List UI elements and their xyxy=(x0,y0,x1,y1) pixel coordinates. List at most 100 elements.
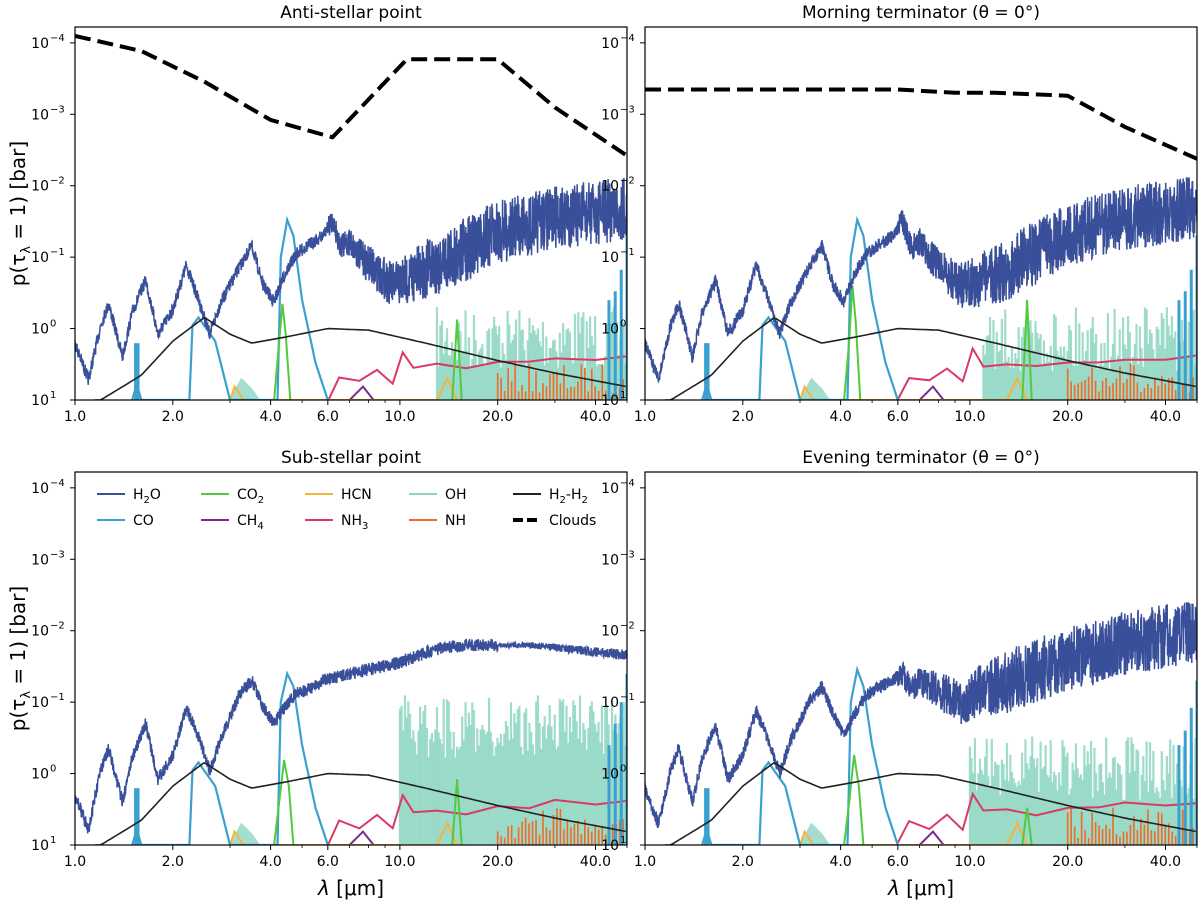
x-tick-label: 6.0 xyxy=(317,854,339,870)
ch4-line xyxy=(348,830,375,845)
legend-label-clouds: Clouds xyxy=(549,513,596,529)
legend-label-h2h2: H2-H2 xyxy=(549,487,588,506)
y-tick-exponent: 0 xyxy=(620,319,626,330)
legend-label-ch4: CH4 xyxy=(237,513,264,532)
h2-h2-line xyxy=(94,762,626,845)
h2o-line xyxy=(75,177,627,385)
legend-label-oh: OH xyxy=(445,487,467,503)
x-axis-label: λ [μm] xyxy=(317,876,384,900)
legend-label-nh3: NH3 xyxy=(341,513,368,532)
nh-spikes xyxy=(496,362,627,400)
co-band xyxy=(134,788,140,845)
x-tick-label: 40.0 xyxy=(580,409,611,425)
h2o-line xyxy=(645,602,1197,828)
legend-label-h2o: H2O xyxy=(133,487,161,506)
y-tick-exponent: 1 xyxy=(50,390,56,401)
y-tick-exponent: −2 xyxy=(620,176,635,187)
axes-frame xyxy=(644,471,1198,846)
nh3-line xyxy=(896,791,1197,844)
x-tick-label: 10.0 xyxy=(384,854,415,870)
panel-3: 1.0 2.0 4.0 6.0 10.0 20.0 40.010−410−310−210−1… xyxy=(6,448,628,900)
y-tick-label: 10 xyxy=(31,838,49,854)
x-tick-label: 1.0 xyxy=(64,409,86,425)
y-tick-label: 10 xyxy=(601,393,619,409)
x-tick-label: 10.0 xyxy=(954,409,985,425)
co-line xyxy=(701,215,899,400)
x-tick-label: 40.0 xyxy=(580,854,611,870)
h2-h2-line xyxy=(664,317,1196,400)
panel-title: Anti-stellar point xyxy=(280,3,422,23)
y-tick-exponent: −1 xyxy=(50,692,65,703)
hcn-line xyxy=(799,821,1029,845)
x-tick-label: 1.0 xyxy=(64,854,86,870)
x-tick-label: 4.0 xyxy=(259,854,281,870)
y-tick-label: 10 xyxy=(601,695,619,711)
y-tick-exponent: −4 xyxy=(620,478,635,489)
x-tick-label: 6.0 xyxy=(887,854,909,870)
x-tick-label: 1.0 xyxy=(634,409,656,425)
y-tick-label: 10 xyxy=(31,393,49,409)
co2-line-15um xyxy=(451,779,463,845)
x-tick-label: 20.0 xyxy=(482,409,513,425)
legend-label-co2: CO2 xyxy=(237,487,264,506)
plot-area xyxy=(75,33,627,400)
y-tick-label: 10 xyxy=(31,552,49,568)
co-line xyxy=(131,670,329,845)
x-tick-label: 20.0 xyxy=(482,854,513,870)
clouds-line xyxy=(75,33,627,158)
x-tick-label: 1.0 xyxy=(634,854,656,870)
y-tick-exponent: −3 xyxy=(50,104,65,115)
y-tick-label: 10 xyxy=(601,552,619,568)
x-tick-label: 4.0 xyxy=(829,854,851,870)
co-line xyxy=(131,215,329,400)
axes-frame xyxy=(644,26,1198,401)
co2-line-15um xyxy=(1021,300,1033,400)
co2-line-15um xyxy=(1021,807,1033,845)
legend-label-hcn: HCN xyxy=(341,487,372,503)
y-tick-exponent: −1 xyxy=(620,247,635,258)
y-tick-label: 10 xyxy=(31,107,49,123)
y-tick-exponent: −3 xyxy=(50,549,65,560)
clouds-line xyxy=(645,87,1197,161)
y-tick-label: 10 xyxy=(31,179,49,195)
nh3-line xyxy=(327,350,627,400)
co2-line xyxy=(843,754,865,845)
plot-area xyxy=(75,638,627,845)
y-tick-label: 10 xyxy=(601,838,619,854)
y-tick-exponent: −2 xyxy=(50,621,65,632)
x-tick-label: 2.0 xyxy=(732,854,754,870)
oh-spikes xyxy=(398,695,627,845)
y-tick-label: 10 xyxy=(31,695,49,711)
x-tick-label: 10.0 xyxy=(384,409,415,425)
h2o-line xyxy=(75,638,627,834)
legend-label-nh: NH xyxy=(445,513,466,529)
plot-area xyxy=(645,602,1197,845)
co-line xyxy=(701,665,899,845)
hcn-line xyxy=(229,376,459,400)
y-tick-label: 10 xyxy=(601,767,619,783)
h2-h2-line xyxy=(94,317,626,400)
y-tick-label: 10 xyxy=(31,36,49,52)
y-tick-label: 10 xyxy=(601,481,619,497)
co2-line xyxy=(273,760,295,845)
y-tick-label: 10 xyxy=(31,624,49,640)
h2-h2-line xyxy=(664,762,1196,845)
co-band xyxy=(134,343,140,400)
x-tick-label: 2.0 xyxy=(732,409,754,425)
y-tick-label: 10 xyxy=(601,179,619,195)
y-tick-exponent: −3 xyxy=(620,549,635,560)
nh3-line xyxy=(896,346,1197,400)
nh3-line xyxy=(326,792,627,845)
x-tick-label: 20.0 xyxy=(1052,854,1083,870)
y-tick-exponent: 1 xyxy=(620,835,626,846)
y-tick-exponent: −2 xyxy=(50,176,65,187)
panel-title: Sub-stellar point xyxy=(281,448,421,468)
panel-4: 1.0 2.0 4.0 6.0 10.0 20.0 40.010−410−310−210−1… xyxy=(601,448,1198,900)
y-tick-label: 10 xyxy=(601,624,619,640)
h2o-line xyxy=(645,176,1197,384)
x-tick-label: 6.0 xyxy=(887,409,909,425)
x-tick-label: 4.0 xyxy=(259,409,281,425)
y-tick-label: 10 xyxy=(31,322,49,338)
ch4-line xyxy=(918,385,945,400)
